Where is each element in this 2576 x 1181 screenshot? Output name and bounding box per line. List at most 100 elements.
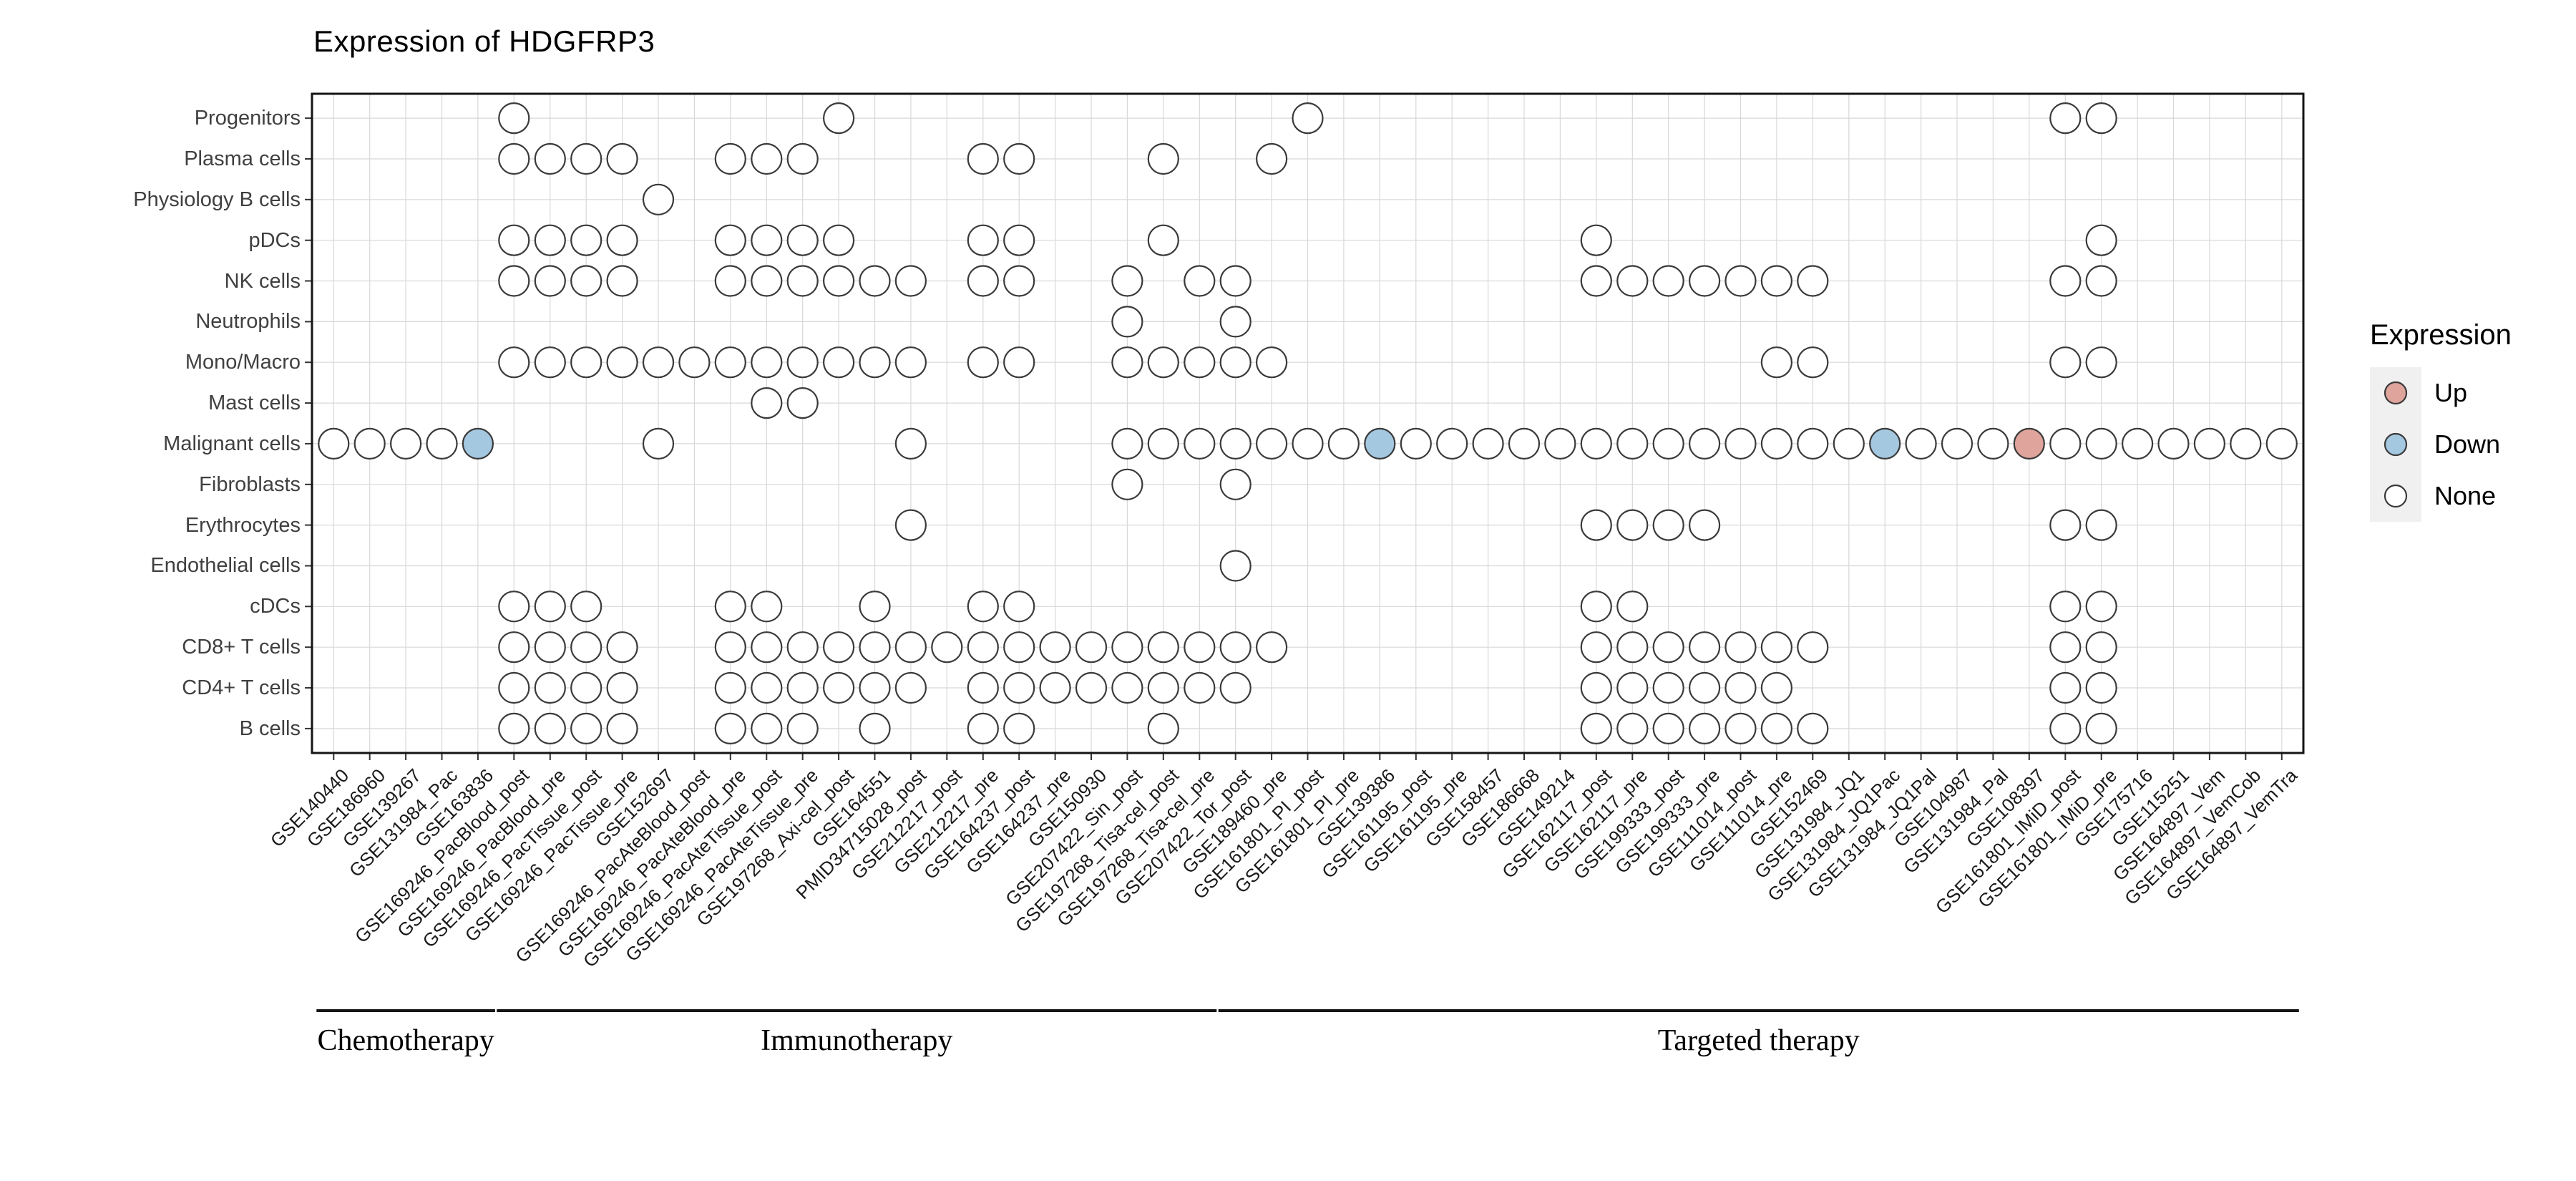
dot-up bbox=[2013, 427, 2045, 460]
dot-none bbox=[642, 427, 675, 460]
group-label-chemotherapy: Chemotherapy bbox=[317, 1024, 494, 1057]
dot-none bbox=[498, 590, 530, 623]
dot-none bbox=[859, 712, 891, 745]
dot-none bbox=[534, 671, 566, 704]
dot-none bbox=[498, 346, 530, 379]
dot-none bbox=[2085, 671, 2117, 704]
legend-label: Down bbox=[2434, 429, 2501, 459]
dot-none bbox=[606, 346, 638, 379]
dot-none bbox=[534, 224, 566, 256]
dot-none bbox=[1760, 712, 1792, 745]
dot-none bbox=[1797, 427, 1829, 460]
dot-none bbox=[859, 590, 891, 623]
dot-none bbox=[498, 712, 530, 745]
dot-none bbox=[1616, 265, 1649, 297]
y-axis-label: Erythrocytes bbox=[185, 513, 301, 537]
dot-none bbox=[1472, 427, 1504, 460]
dot-none bbox=[786, 387, 819, 419]
dot-none bbox=[498, 102, 530, 135]
dot-none bbox=[1219, 306, 1252, 338]
legend-label: Up bbox=[2434, 378, 2468, 407]
dot-none bbox=[1111, 346, 1143, 379]
group-label-immunotherapy: Immunotherapy bbox=[761, 1024, 953, 1057]
dot-none bbox=[1616, 509, 1649, 541]
y-axis-label: Malignant cells bbox=[163, 432, 301, 455]
y-axis-label: Endothelial cells bbox=[150, 554, 301, 578]
dot-none bbox=[786, 631, 819, 664]
dot-none bbox=[1003, 712, 1035, 745]
dot-none bbox=[2085, 631, 2117, 664]
dot-none bbox=[1003, 346, 1035, 379]
dot-none bbox=[1580, 590, 1612, 623]
dot-none bbox=[1544, 427, 1576, 460]
dot-none bbox=[1003, 265, 1035, 297]
dot-none bbox=[1689, 265, 1721, 297]
dot-none bbox=[498, 631, 530, 664]
dot-none bbox=[751, 712, 783, 745]
y-axis-label: Fibroblasts bbox=[199, 472, 301, 496]
dot-none bbox=[1327, 427, 1360, 460]
dot-none bbox=[1039, 631, 1071, 664]
dot-none bbox=[1255, 427, 1288, 460]
dot-none bbox=[1905, 427, 1937, 460]
dot-none bbox=[1760, 671, 1792, 704]
dot-none bbox=[1184, 631, 1216, 664]
dot-down bbox=[1869, 427, 1901, 460]
dot-none bbox=[1147, 631, 1179, 664]
y-axis-label: CD4+ T cells bbox=[182, 676, 301, 700]
dot-none bbox=[1003, 671, 1035, 704]
dot-none bbox=[1724, 671, 1757, 704]
dot-none bbox=[1689, 712, 1721, 745]
dot-none bbox=[678, 346, 711, 379]
y-axis-label: CD8+ T cells bbox=[182, 636, 301, 659]
dot-none bbox=[606, 671, 638, 704]
dot-none bbox=[606, 265, 638, 297]
dot-none bbox=[1760, 427, 1792, 460]
dot-none bbox=[967, 224, 999, 256]
dot-none bbox=[967, 631, 999, 664]
dot-none bbox=[2085, 346, 2117, 379]
dot-none bbox=[967, 590, 999, 623]
dot-none bbox=[1760, 631, 1792, 664]
dot-none bbox=[534, 142, 566, 175]
dot-none bbox=[714, 712, 746, 745]
dot-none bbox=[786, 224, 819, 256]
dot-none bbox=[1652, 671, 1684, 704]
dot-none bbox=[1580, 671, 1612, 704]
dot-none bbox=[967, 142, 999, 175]
dot-none bbox=[2085, 265, 2117, 297]
dot-none bbox=[498, 265, 530, 297]
legend-items: Up Down None bbox=[2370, 367, 2512, 522]
dot-none bbox=[1652, 631, 1684, 664]
dot-none bbox=[894, 346, 927, 379]
dot-none bbox=[894, 671, 927, 704]
dot-none bbox=[1255, 346, 1288, 379]
dot-none bbox=[786, 346, 819, 379]
dot-none bbox=[534, 265, 566, 297]
dot-none bbox=[2049, 590, 2082, 623]
dot-none bbox=[2085, 427, 2117, 460]
dot-none bbox=[353, 427, 386, 460]
legend-item-none: None bbox=[2370, 470, 2512, 522]
dot-none bbox=[1111, 468, 1143, 500]
dot-none bbox=[714, 631, 746, 664]
dot-none bbox=[859, 671, 891, 704]
dot-none bbox=[859, 265, 891, 297]
dot-none bbox=[1580, 224, 1612, 256]
dot-none bbox=[1003, 631, 1035, 664]
y-axis-label: NK cells bbox=[224, 269, 301, 293]
dot-none bbox=[1219, 346, 1252, 379]
legend-swatch-none bbox=[2384, 484, 2408, 508]
dot-none bbox=[1797, 712, 1829, 745]
dot-none bbox=[1724, 265, 1757, 297]
dot-none bbox=[751, 265, 783, 297]
y-axis-label: Mono/Macro bbox=[185, 351, 301, 374]
legend: Expression Up Down None bbox=[2370, 319, 2512, 522]
dot-none bbox=[1039, 671, 1071, 704]
dot-none bbox=[786, 265, 819, 297]
dot-none bbox=[606, 631, 638, 664]
dot-none bbox=[2085, 712, 2117, 745]
dot-none bbox=[967, 346, 999, 379]
